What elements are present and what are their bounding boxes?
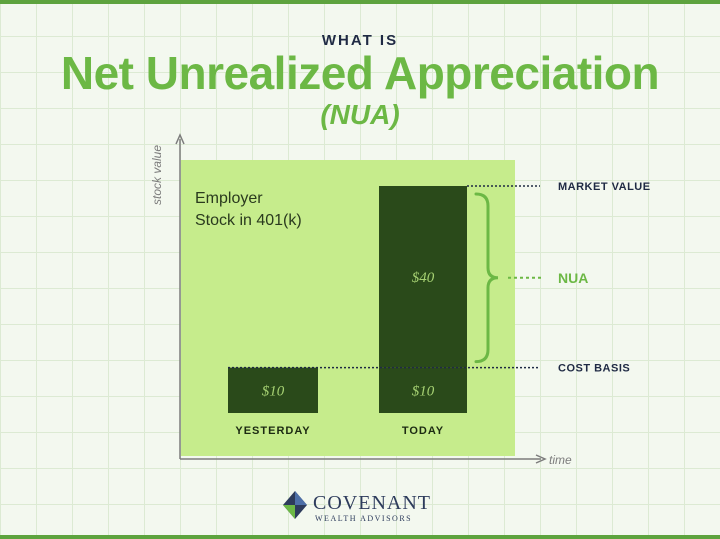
bar-value-label: $40 [412,270,435,286]
diamond-logo-icon [283,491,307,519]
bar-yesterday-segment-1 [228,367,318,413]
page-title: Net Unrealized Appreciation [60,47,660,99]
kicker-text: WHAT IS [321,32,399,49]
x-axis-label: time [549,453,572,467]
bottom-border [0,535,720,539]
x-axis-arrow [535,454,547,464]
top-border [0,0,720,4]
bar-today-segment-2 [379,186,467,368]
annotation-label: COST BASIS [558,363,630,375]
logo-tagline: WEALTH ADVISORS [315,514,413,523]
category-label-yesterday: YESTERDAY [235,425,310,437]
bar-value-label: $10 [262,383,285,399]
y-axis-arrow [175,133,185,145]
category-label-today: TODAY [402,425,444,437]
covenant-logo: COVENANT WEALTH ADVISORS [282,490,442,530]
bar-today-segment-1 [379,367,467,413]
page-subtitle: (NUA) [320,99,400,130]
y-axis-label: stock value [150,145,164,205]
annotation-label: MARKET VALUE [558,181,651,193]
logo-name: COVENANT [313,492,431,514]
bar-value-label: $10 [412,383,435,399]
panel-label: Employer Stock in 401(k) [195,190,302,229]
nua-brace [474,192,499,364]
annotation-label-nua: NUA [558,270,588,286]
